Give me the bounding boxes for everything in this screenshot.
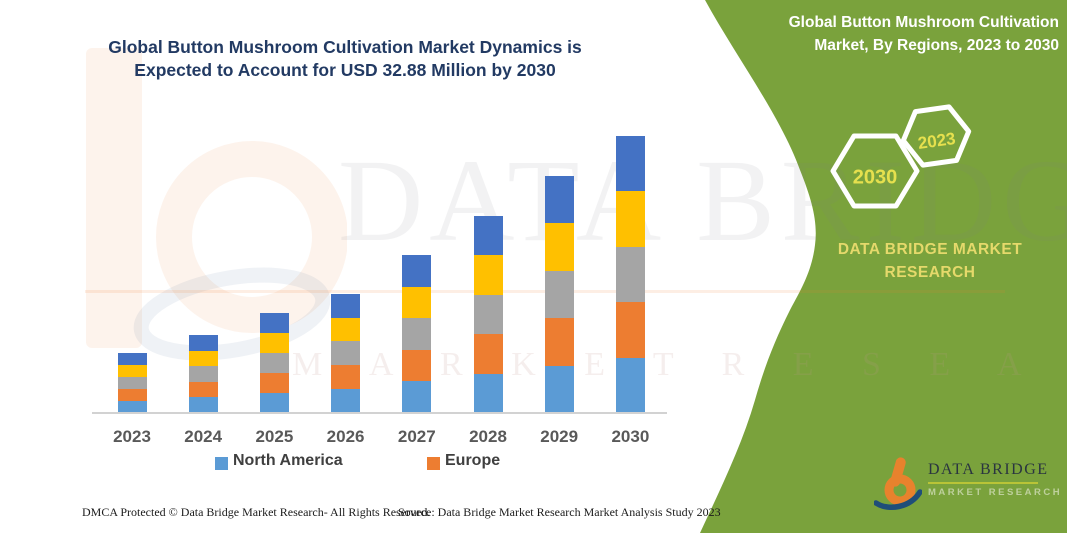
- bar-segment: [117, 401, 147, 413]
- chart-title: Global Button Mushroom Cultivation Marke…: [75, 36, 615, 82]
- hexagon-2030-outline: [830, 133, 920, 209]
- panel-title-line2: Market, By Regions, 2023 to 2030: [814, 37, 1059, 54]
- bar-segment: [259, 313, 289, 334]
- legend-swatch-north-america: [215, 457, 228, 470]
- bar-segment: [615, 302, 645, 358]
- bar-segment: [473, 294, 503, 335]
- hexagon-2030-label: 2030: [853, 166, 898, 188]
- logo-swoosh: [874, 489, 922, 510]
- x-axis-label: 2028: [469, 427, 507, 446]
- brand-text: DATA BRIDGE MARKET RESEARCH: [795, 238, 1065, 284]
- hexagon-2030: 2030: [830, 133, 920, 209]
- bar-segment: [117, 353, 147, 366]
- bar-segment: [544, 175, 574, 224]
- logo-bowl: [884, 474, 916, 506]
- bar-segment: [402, 255, 432, 287]
- hexagon-2023-outline: [900, 104, 972, 168]
- chart-title-line1: Global Button Mushroom Cultivation Marke…: [108, 37, 582, 57]
- bar-segment: [473, 255, 503, 295]
- bar-segment: [615, 246, 645, 303]
- brand-text-line1: DATA BRIDGE MARKET: [837, 241, 1023, 258]
- bar-segment: [473, 334, 503, 374]
- bar-segment: [402, 286, 432, 319]
- panel-title-line1: Global Button Mushroom Cultivation: [788, 14, 1059, 31]
- bar-segment: [615, 136, 645, 192]
- bar-segment: [544, 223, 574, 271]
- x-axis-line: [92, 412, 667, 414]
- bar-segment: [188, 397, 218, 413]
- legend-swatch-europe: [427, 457, 440, 470]
- hexagon-2023: 2023: [900, 104, 972, 168]
- bar-segment: [402, 381, 432, 413]
- bar-segment: [188, 350, 218, 367]
- bar-segment: [544, 365, 574, 413]
- bar-segment: [188, 381, 218, 398]
- green-panel-shape: [700, 0, 1067, 533]
- x-axis-label: 2030: [611, 427, 650, 446]
- x-axis-label: 2025: [255, 427, 294, 446]
- bar-segment: [331, 317, 361, 342]
- logo-name: DATA BRIDGE: [928, 461, 1049, 478]
- footer-source: Source: Data Bridge Market Research Mark…: [398, 505, 721, 519]
- bar-segment: [544, 270, 574, 319]
- bar-segment: [188, 366, 218, 382]
- bar-segment: [473, 373, 503, 413]
- bar-segment: [615, 191, 645, 247]
- bar-segment: [188, 335, 218, 351]
- bar-segment: [259, 373, 289, 394]
- bar-segment: [402, 318, 432, 350]
- bar-segment: [259, 333, 289, 354]
- bar-segment: [473, 215, 503, 256]
- bar-segment: [331, 341, 361, 366]
- dbmr-logo-icon: [874, 457, 922, 510]
- legend-label-europe: Europe: [445, 452, 501, 469]
- bar-segment: [331, 293, 361, 318]
- bar-segment: [259, 353, 289, 374]
- footer-dmca: DMCA Protected © Data Bridge Market Rese…: [82, 505, 431, 519]
- hexagon-2023-label: 2023: [917, 129, 957, 153]
- x-axis-label: 2027: [397, 427, 436, 446]
- logo-underline: [928, 482, 1038, 484]
- panel-title: Global Button Mushroom Cultivation Marke…: [737, 11, 1059, 57]
- x-axis-label: 2026: [326, 427, 365, 446]
- logo-subtitle: MARKET RESEARCH: [928, 487, 1063, 498]
- x-axis-label: 2024: [184, 427, 223, 446]
- bar-segment: [331, 389, 361, 413]
- chart-title-line2: Expected to Account for USD 32.88 Millio…: [134, 60, 556, 80]
- bar-segment: [117, 365, 147, 378]
- x-axis-label: 2023: [113, 427, 151, 446]
- bar-segment: [117, 389, 147, 402]
- bar-segment: [117, 377, 147, 390]
- bar-segment: [402, 349, 432, 382]
- bar-segment: [615, 357, 645, 413]
- brand-text-line2: RESEARCH: [884, 264, 976, 281]
- green-panel: [700, 0, 1067, 533]
- legend-label-north-america: North America: [233, 452, 343, 469]
- bar-segment: [259, 393, 289, 413]
- x-axis-label: 2029: [540, 427, 579, 446]
- bar-segment: [544, 318, 574, 366]
- bar-segment: [331, 365, 361, 390]
